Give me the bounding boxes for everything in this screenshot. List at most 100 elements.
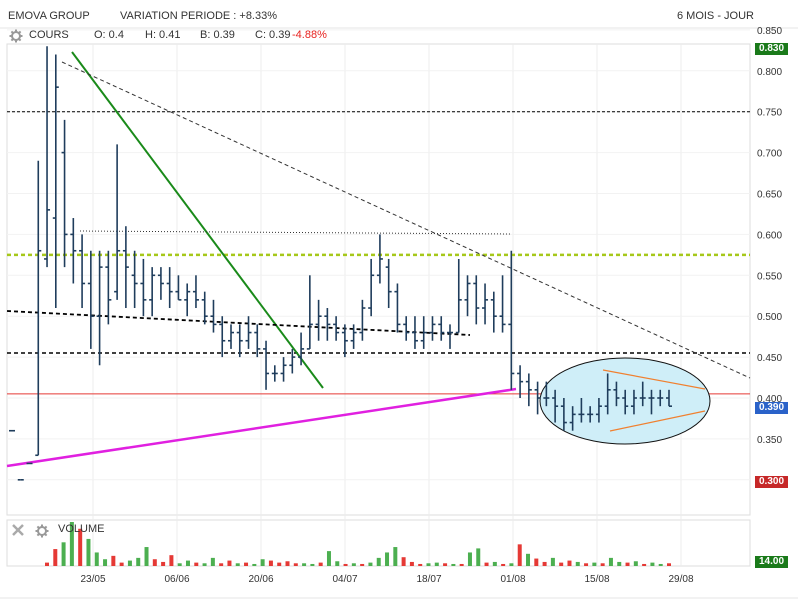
volume-tag: 14.00 <box>755 556 789 568</box>
volume-bar <box>492 561 497 566</box>
volume-bar <box>418 563 423 566</box>
volume-gear-icon-tooth <box>36 533 40 537</box>
volume-bar <box>177 563 182 566</box>
volume-bar <box>318 562 323 566</box>
volume-bar <box>542 561 547 566</box>
horizontal-lines <box>7 111 750 395</box>
volume-gear-icon <box>37 526 47 536</box>
downtrend-green <box>71 51 324 389</box>
volume-gear-icon-tooth <box>44 533 48 537</box>
volume-bar <box>136 557 141 566</box>
volume-bar <box>53 549 58 566</box>
uptrend-magenta <box>6 387 517 468</box>
volume-bar <box>501 563 506 566</box>
volume-bar <box>401 557 406 566</box>
volume-gear-icon-tooth <box>36 525 40 529</box>
volume-bar <box>219 563 224 566</box>
volume-bar <box>434 562 439 566</box>
volume-bar <box>252 563 257 566</box>
high-price-tag: 0.830 <box>755 43 789 55</box>
volume-bar <box>94 552 99 566</box>
volume-bar <box>185 560 190 566</box>
volume-bar <box>351 563 356 566</box>
volume-bar <box>268 560 273 566</box>
period-variation: VARIATION PERIODE : +8.33% <box>120 10 278 22</box>
y-tick-label: 0.400 <box>757 394 782 405</box>
volume-bar <box>633 561 638 566</box>
volume-bar <box>119 562 124 566</box>
y-tick-label: 0.750 <box>757 108 782 119</box>
low-value: B: 0.39 <box>200 29 235 41</box>
x-tick-label: 23/05 <box>80 574 105 585</box>
y-tick-label: 0.500 <box>757 312 782 323</box>
volume-bar <box>335 561 340 566</box>
y-tick-label: 0.450 <box>757 353 782 364</box>
x-tick-label: 06/06 <box>164 574 189 585</box>
period-selector[interactable]: 6 MOIS - JOUR <box>676 10 754 22</box>
close-icon-stroke <box>12 524 24 536</box>
volume-bar <box>559 562 564 566</box>
volume-bar <box>61 542 66 566</box>
volume-bar <box>260 559 265 566</box>
volume-bar <box>393 547 398 566</box>
volume-bar <box>584 563 589 566</box>
series-label: COURS <box>29 29 69 41</box>
gear-icon-tooth <box>10 30 14 34</box>
volume-bar <box>169 555 174 566</box>
x-tick-label: 01/08 <box>500 574 525 585</box>
volume-bar <box>285 561 290 566</box>
volume-bar <box>368 562 373 566</box>
volume-label: VOLUME <box>58 523 105 535</box>
volume-bar <box>244 562 249 566</box>
volume-bar <box>235 563 240 566</box>
last-price-tag: 0.390 <box>755 402 789 414</box>
toolbar-icons[interactable] <box>9 29 49 538</box>
y-tick-label: 0.850 <box>757 26 782 37</box>
volume-bar <box>161 561 166 566</box>
volume-bar <box>517 544 522 566</box>
wedge-lower <box>609 410 706 432</box>
y-axis: 0.850 0.800 0.750 0.700 0.650 0.600 0.550 0.500… <box>757 26 782 487</box>
volume-bar <box>459 563 464 566</box>
volume-bar <box>451 563 456 566</box>
x-tick-label: 18/07 <box>416 574 441 585</box>
volume-bar <box>650 562 655 566</box>
volume-bar <box>326 551 331 566</box>
x-tick-label: 29/08 <box>668 574 693 585</box>
volume-bar <box>443 563 448 566</box>
volume-bar <box>194 562 199 566</box>
volume-bar <box>310 563 315 566</box>
y-tick-label: 0.550 <box>757 271 782 282</box>
volume-bar <box>86 538 91 566</box>
gear-icon <box>11 31 21 41</box>
price-frame <box>6 43 751 516</box>
y-tick-label: 0.800 <box>757 67 782 78</box>
high-value: H: 0.41 <box>145 29 181 41</box>
volume-bar <box>144 547 149 566</box>
volume-bar <box>550 557 555 566</box>
ohlc-bars <box>9 46 672 481</box>
volume-bar <box>302 563 307 566</box>
volume-bar <box>467 552 472 566</box>
neckline-dashed <box>6 310 471 336</box>
volume-bar <box>592 562 597 566</box>
volume-bar <box>608 557 613 566</box>
y-tick-label: 0.600 <box>757 230 782 241</box>
company-name: EMOVA GROUP <box>8 10 90 22</box>
volume-bar <box>509 563 514 566</box>
volume-bar <box>152 559 157 566</box>
volume-bar <box>534 558 539 566</box>
volume-bar <box>111 555 116 566</box>
volume-bar <box>202 563 207 566</box>
open-value: O: 0.4 <box>94 29 124 41</box>
x-tick-label: 04/07 <box>332 574 357 585</box>
wedge-upper <box>602 369 706 390</box>
grid <box>0 27 798 599</box>
change-value: -4.88% <box>292 29 327 41</box>
volume-bar <box>227 560 232 566</box>
volume-gear-icon-tooth <box>44 525 48 529</box>
volume-bars <box>45 522 671 566</box>
y-tick-label: 0.350 <box>757 435 782 446</box>
volume-bar <box>343 563 348 566</box>
